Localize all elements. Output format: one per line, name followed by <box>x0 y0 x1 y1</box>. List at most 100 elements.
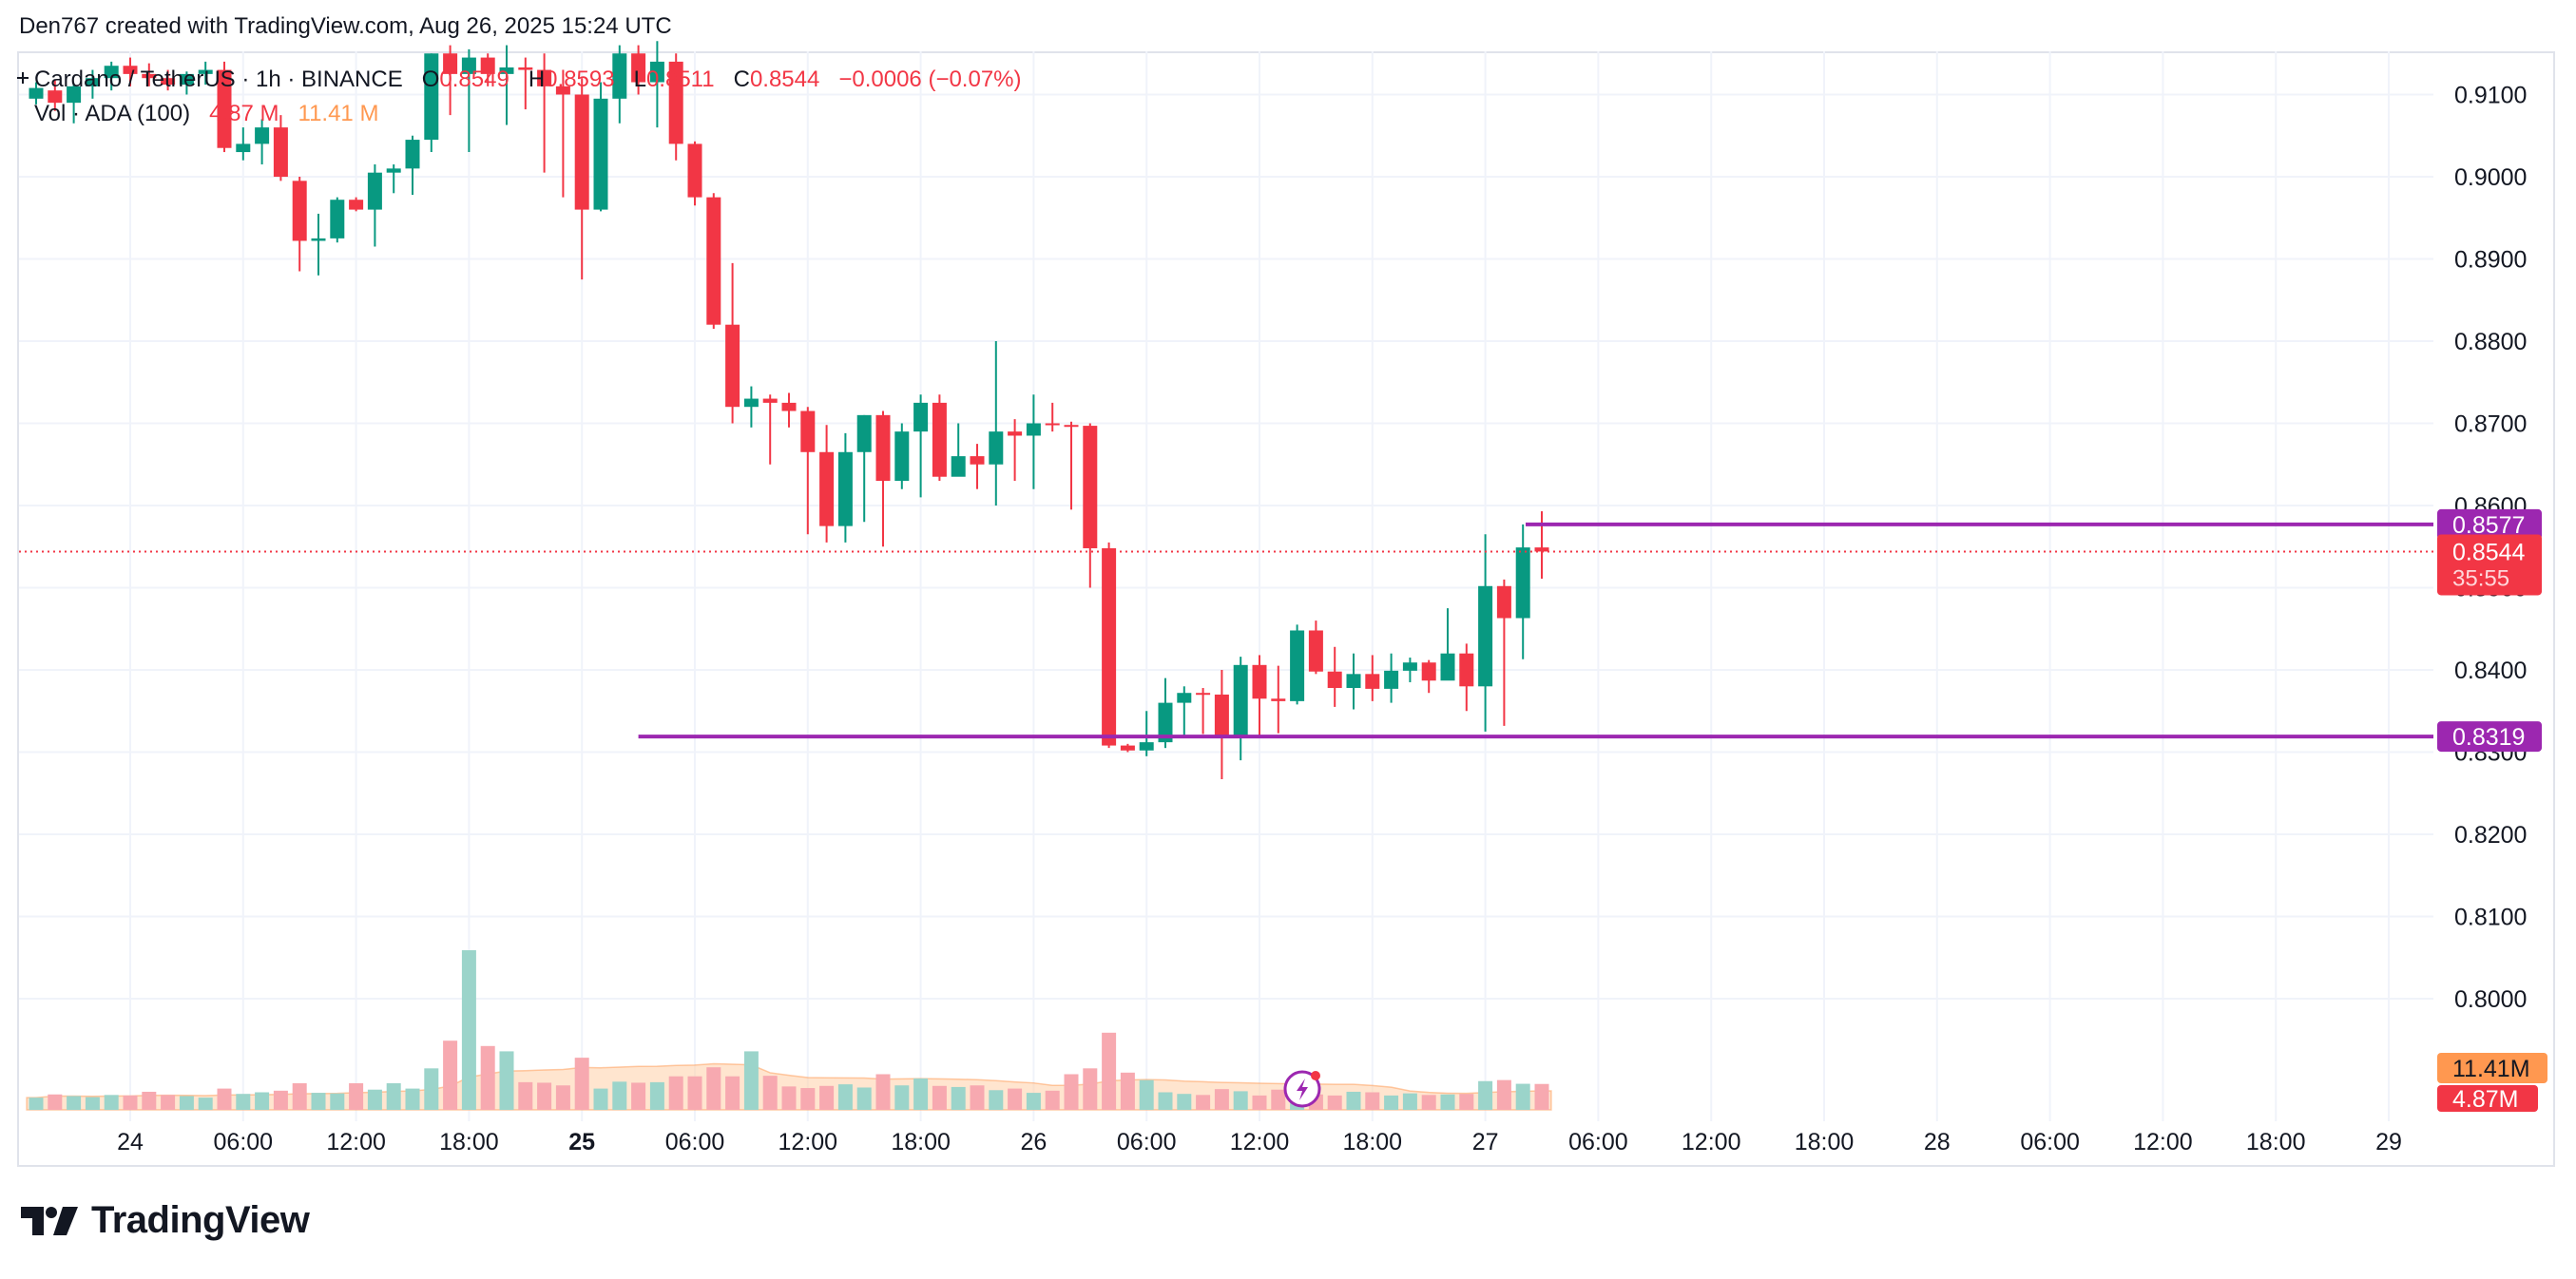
volume-bar <box>443 1040 458 1110</box>
volume-bar <box>1271 1089 1286 1110</box>
candle-body <box>1384 670 1399 689</box>
candle-body <box>367 172 382 210</box>
level-price-label: 0.8319 <box>2452 724 2525 751</box>
volume-bar <box>574 1058 589 1110</box>
candle-body <box>1252 664 1267 699</box>
volume-bar <box>1496 1079 1511 1110</box>
candle-body <box>424 53 439 141</box>
volume-bar <box>1026 1093 1041 1110</box>
volume-bar <box>1327 1095 1342 1110</box>
volume-bar <box>1365 1092 1380 1110</box>
chart-frame <box>17 51 2555 1167</box>
candlestick-chart[interactable]: 0.91000.90000.89000.88000.87000.86000.85… <box>0 0 2576 1197</box>
volume-bar <box>1196 1095 1211 1110</box>
candle-body <box>1083 426 1098 548</box>
time-tick-label: 18:00 <box>2246 1129 2306 1155</box>
candle-body <box>762 398 778 403</box>
volume-bar <box>349 1083 364 1110</box>
candle-body <box>1478 585 1493 687</box>
close-value: 0.8544 <box>749 67 820 92</box>
tradingview-logo[interactable]: TradingView <box>21 1199 310 1242</box>
volume-bar <box>1083 1068 1098 1110</box>
candle-body <box>706 197 721 325</box>
time-tick-label: 06:00 <box>214 1129 274 1155</box>
volume-bar <box>292 1083 307 1110</box>
volume-pane <box>26 950 1552 1111</box>
candle-body <box>856 414 872 452</box>
time-tick-label: 28 <box>1924 1129 1951 1155</box>
candle-body <box>104 66 119 79</box>
time-axis[interactable]: 24 06:00 12:00 18:00 25 06:00 12:00 18:00 26 06:0… <box>117 1129 2402 1155</box>
time-tick-label: 06:00 <box>2020 1129 2080 1155</box>
volume-bar <box>951 1086 966 1110</box>
volume-bar <box>424 1068 439 1110</box>
candle-body <box>142 73 157 79</box>
candle-body <box>725 324 740 408</box>
candle-body <box>349 200 364 210</box>
volume-bar <box>123 1095 138 1110</box>
candle-body <box>555 86 570 95</box>
volume-bar <box>311 1093 326 1110</box>
volume-bar <box>29 1098 44 1110</box>
volume-bar <box>198 1098 213 1110</box>
price-tick-label: 0.8800 <box>2454 329 2527 355</box>
volume-bar <box>894 1085 910 1110</box>
crosshair-icon <box>17 72 29 84</box>
time-tick-label: 18:00 <box>891 1129 951 1155</box>
time-tick-label: 18:00 <box>1795 1129 1855 1155</box>
time-tick-label: 06:00 <box>665 1129 725 1155</box>
candle-body <box>1346 674 1361 689</box>
candle-body <box>85 78 100 86</box>
volume-bar <box>555 1085 570 1110</box>
volume-bar <box>687 1076 702 1110</box>
candle-body <box>1196 693 1211 696</box>
volume-bar <box>1177 1094 1192 1110</box>
candle-body <box>1402 662 1417 671</box>
volume-ma-tag <box>2437 1053 2547 1083</box>
time-tick-label: 12:00 <box>2133 1129 2193 1155</box>
volume-ma-axis-label: 11.41M <box>2452 1056 2530 1082</box>
symbol-title[interactable]: Cardano / TetherUS · 1h · BINANCE <box>34 67 403 92</box>
volume-bar <box>1534 1083 1549 1110</box>
volume-bar <box>142 1091 157 1110</box>
candle-body <box>198 69 213 74</box>
volume-bar <box>932 1085 947 1110</box>
candle-body <box>970 456 985 465</box>
price-tick-label: 0.8200 <box>2454 822 2527 849</box>
volume-bar <box>593 1088 608 1110</box>
volume-bar <box>386 1083 401 1110</box>
volume-bar <box>837 1084 853 1110</box>
candle-body <box>1271 698 1286 701</box>
volume-bar <box>612 1081 627 1110</box>
lightning-bolt-glyph <box>1297 1079 1308 1100</box>
candle-body <box>989 431 1004 465</box>
candle-body <box>1026 423 1041 436</box>
candle-body <box>236 143 251 153</box>
candle-body <box>1045 423 1060 426</box>
grid <box>19 51 2433 1121</box>
volume-bar <box>104 1095 119 1110</box>
candle-body <box>499 67 514 74</box>
volume-bar <box>330 1093 345 1110</box>
candle-body <box>1102 547 1117 746</box>
time-tick-label: 06:00 <box>1117 1129 1177 1155</box>
volume-bar <box>405 1088 420 1110</box>
price-axis[interactable]: 0.91000.90000.89000.88000.87000.86000.85… <box>2437 83 2547 1114</box>
time-tick-label: 12:00 <box>1230 1129 1290 1155</box>
candle-body <box>1421 662 1436 681</box>
candle-body <box>518 67 533 70</box>
volume-bar <box>499 1051 514 1110</box>
time-tick-label: 12:00 <box>779 1129 838 1155</box>
volume-bar <box>1102 1032 1117 1110</box>
volume-bar <box>1045 1090 1060 1110</box>
volume-title[interactable]: Vol · ADA (100) <box>34 101 191 126</box>
candle-body <box>1459 653 1474 687</box>
volume-bar <box>255 1092 270 1110</box>
time-tick-label: 18:00 <box>439 1129 499 1155</box>
price-tick-label: 0.8100 <box>2454 905 2527 931</box>
candle-body <box>480 57 495 74</box>
volume-bar <box>649 1081 664 1110</box>
volume-bar <box>1252 1095 1267 1110</box>
volume-value: 4.87 M <box>209 101 279 126</box>
time-tick-label: 27 <box>1472 1129 1499 1155</box>
